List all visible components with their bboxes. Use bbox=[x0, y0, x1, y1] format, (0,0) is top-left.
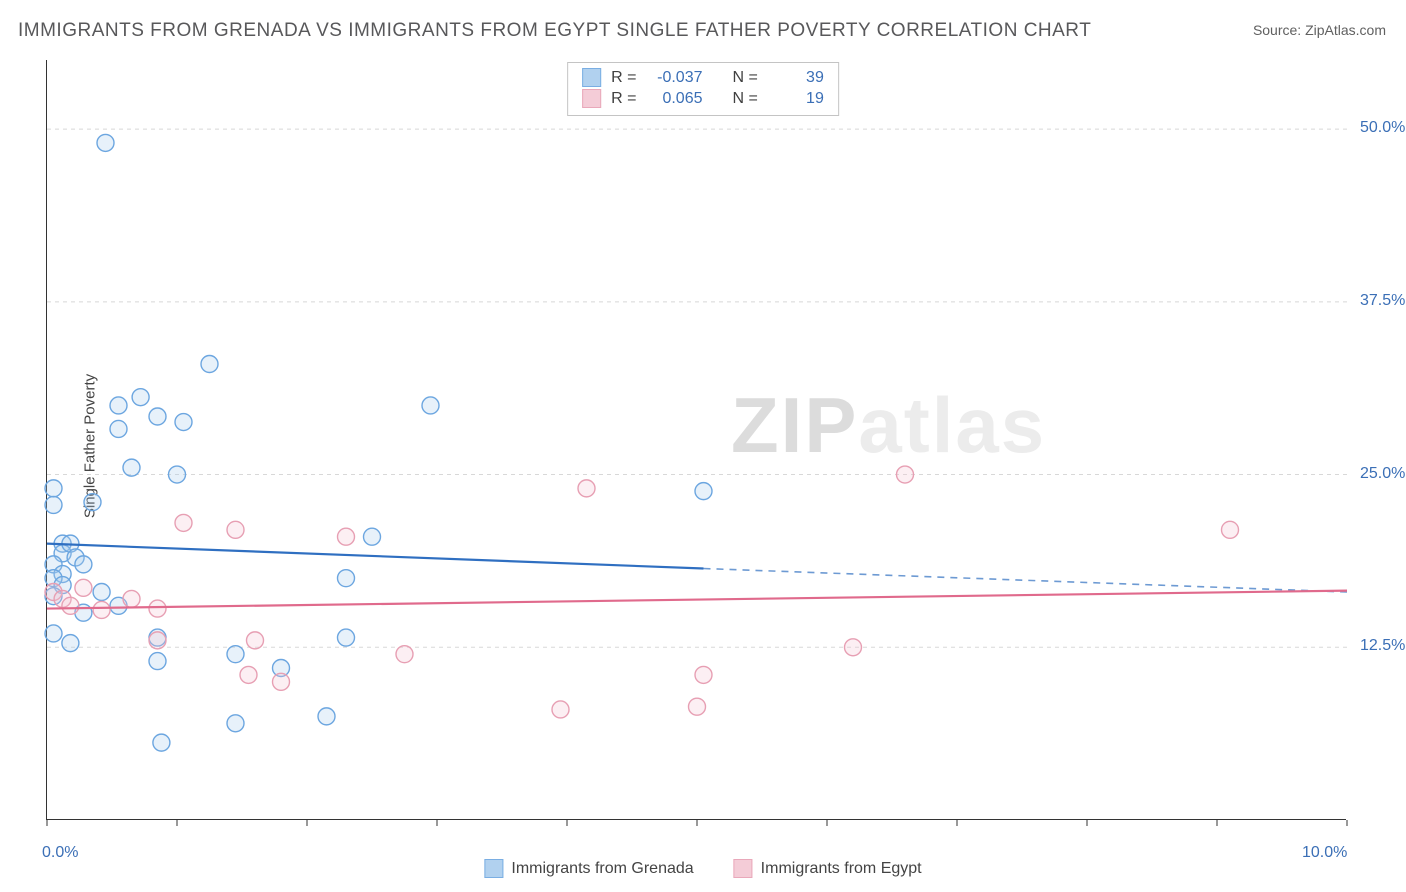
r-label: R = bbox=[611, 69, 636, 87]
x-tick-label: 0.0% bbox=[42, 844, 78, 862]
legend-swatch-egypt bbox=[734, 859, 753, 878]
legend-swatch-grenada bbox=[484, 859, 503, 878]
n-value-grenada: 39 bbox=[768, 69, 824, 87]
chart-container: IMMIGRANTS FROM GRENADA VS IMMIGRANTS FR… bbox=[0, 0, 1406, 892]
plot-area: ZIPatlas bbox=[46, 60, 1346, 820]
n-label: N = bbox=[733, 69, 758, 87]
r-label: R = bbox=[611, 90, 636, 108]
x-tick-label: 10.0% bbox=[1302, 844, 1347, 862]
source-attribution: Source: ZipAtlas.com bbox=[1253, 22, 1386, 38]
chart-title: IMMIGRANTS FROM GRENADA VS IMMIGRANTS FR… bbox=[18, 20, 1091, 42]
legend-label-grenada: Immigrants from Grenada bbox=[511, 860, 693, 878]
legend-stats-box: R = -0.037 N = 39 R = 0.065 N = 19 bbox=[567, 62, 839, 116]
n-value-egypt: 19 bbox=[768, 90, 824, 108]
plot-svg bbox=[47, 60, 1346, 819]
y-tick-label: 12.5% bbox=[1360, 637, 1405, 655]
legend-swatch-egypt bbox=[582, 89, 601, 108]
legend-swatch-grenada bbox=[582, 68, 601, 87]
legend-stats-row-2: R = 0.065 N = 19 bbox=[582, 88, 824, 109]
r-value-grenada: -0.037 bbox=[647, 69, 703, 87]
legend-label-egypt: Immigrants from Egypt bbox=[761, 860, 922, 878]
r-value-egypt: 0.065 bbox=[647, 90, 703, 108]
legend-item-grenada: Immigrants from Grenada bbox=[484, 859, 693, 878]
y-tick-label: 37.5% bbox=[1360, 292, 1405, 310]
y-tick-label: 50.0% bbox=[1360, 119, 1405, 137]
y-tick-label: 25.0% bbox=[1360, 465, 1405, 483]
n-label: N = bbox=[733, 90, 758, 108]
legend-item-egypt: Immigrants from Egypt bbox=[734, 859, 922, 878]
legend-series: Immigrants from Grenada Immigrants from … bbox=[484, 859, 921, 878]
legend-stats-row-1: R = -0.037 N = 39 bbox=[582, 67, 824, 88]
